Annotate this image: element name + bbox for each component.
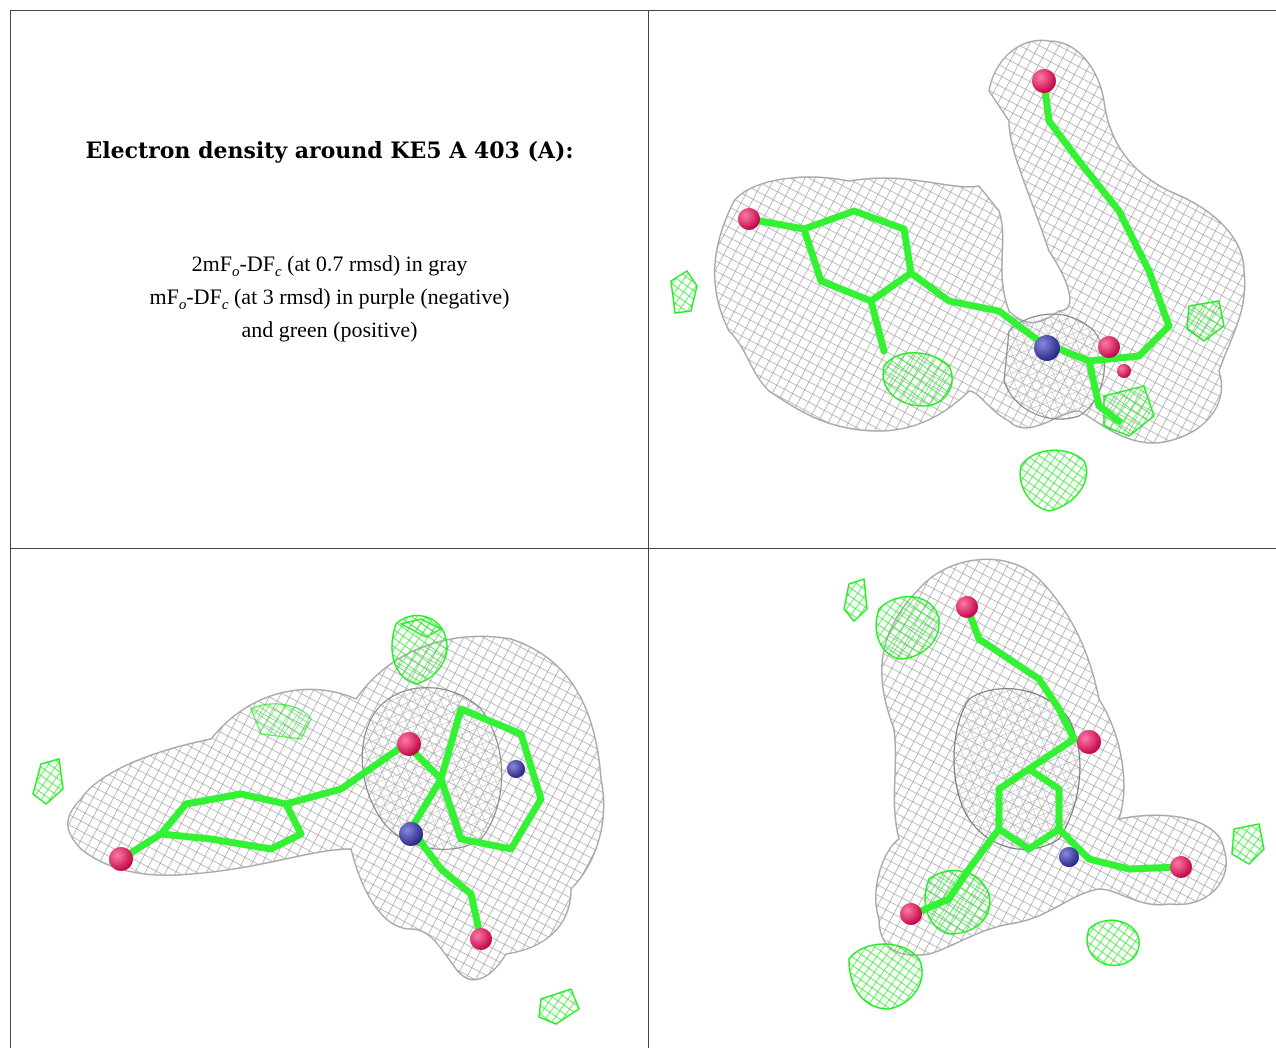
oxygen-atom bbox=[1098, 336, 1120, 358]
nitrogen-atom bbox=[399, 822, 423, 846]
oxygen-atom bbox=[1170, 856, 1192, 878]
ligand-bonds bbox=[910, 603, 1183, 918]
oxygen-atom bbox=[738, 208, 760, 230]
row-divider bbox=[10, 548, 1276, 549]
density-view-2 bbox=[11, 549, 648, 1048]
ligand-bonds bbox=[745, 77, 1173, 425]
legend-line-green: and green (positive) bbox=[241, 317, 418, 342]
oxygen-atom bbox=[109, 847, 133, 871]
legend-line-fo-fc: mFo-DFc (at 3 rmsd) in purple (negative) bbox=[149, 284, 510, 313]
oxygen-atom bbox=[1077, 730, 1101, 754]
nitrogen-atom bbox=[1034, 335, 1060, 361]
map-legend: 2mFo-DFc (at 0.7 rmsd) in gray mFo-DFc (… bbox=[11, 247, 648, 346]
caption-cell: Electron density around KE5 A 403 (A): 2… bbox=[11, 11, 648, 548]
oxygen-atom bbox=[397, 732, 421, 756]
nitrogen-atom bbox=[1059, 847, 1079, 867]
oxygen-atom bbox=[956, 596, 978, 618]
oxygen-atom bbox=[1032, 69, 1056, 93]
gray-density-mesh bbox=[67, 635, 605, 981]
gray-density-mesh bbox=[713, 39, 1246, 444]
oxygen-atom bbox=[900, 903, 922, 925]
oxygen-atom bbox=[470, 928, 492, 950]
column-divider bbox=[648, 10, 649, 1048]
positive-density-blob bbox=[670, 269, 698, 314]
density-view-3 bbox=[649, 549, 1276, 1048]
positive-density-blob bbox=[32, 758, 64, 805]
positive-density-blob bbox=[843, 577, 868, 623]
density-view-1 bbox=[649, 11, 1276, 548]
figure-table bbox=[10, 10, 1276, 1048]
legend-line-2fo-fc: 2mFo-DFc (at 0.7 rmsd) in gray bbox=[191, 251, 468, 280]
figure-title: Electron density around KE5 A 403 (A): bbox=[85, 138, 574, 164]
